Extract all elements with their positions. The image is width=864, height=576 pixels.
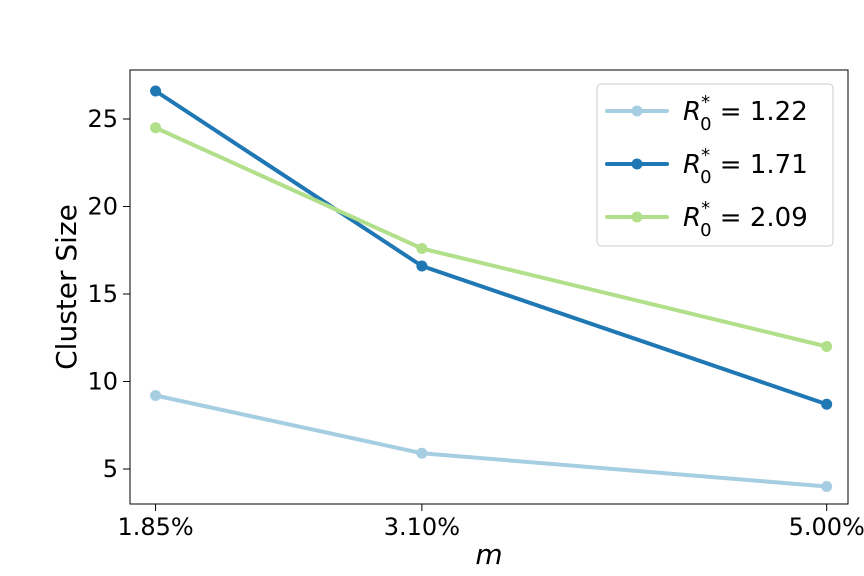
y-axis-label: Cluster Size (50, 204, 83, 370)
y-tick-label: 10 (87, 368, 118, 396)
legend-label: R* 0 = 1.22 (683, 92, 808, 135)
data-point (821, 341, 833, 352)
plot-frame (129, 69, 849, 505)
series-line-1 (153, 393, 829, 489)
legend-swatch-marker (631, 211, 643, 223)
legend-swatch-marker (631, 158, 643, 170)
x-tick-label: 3.10% (384, 513, 460, 541)
y-tick-label: 5 (103, 455, 118, 483)
data-point (150, 85, 162, 97)
data-point (821, 481, 833, 492)
y-tick-label: 20 (87, 193, 118, 221)
data-point (416, 260, 428, 272)
data-point (416, 447, 428, 459)
x-tick-label: 5.00% (789, 513, 864, 541)
legend-label: R* 0 = 2.09 (683, 198, 808, 241)
data-point (821, 398, 833, 410)
y-tick-label: 25 (87, 105, 118, 133)
x-tick-label: 1.85% (117, 513, 193, 541)
y-axis-ticks: 5 10 15 20 25 (87, 105, 130, 483)
series-layer (150, 85, 833, 492)
y-tick-label: 15 (87, 280, 118, 308)
legend-frame (596, 83, 834, 247)
legend-label: R* 0 = 1.71 (683, 145, 808, 188)
x-axis-ticks: 1.85% 3.10% 5.00% (117, 504, 864, 541)
x-axis-label: m (475, 538, 502, 571)
legend: R* 0 = 1.22 R* 0 = 1.71 R* 0 = 2.09 (596, 83, 834, 247)
legend-swatch-marker (631, 105, 643, 117)
data-point (150, 122, 162, 134)
data-point (416, 243, 428, 254)
data-point (150, 390, 162, 401)
